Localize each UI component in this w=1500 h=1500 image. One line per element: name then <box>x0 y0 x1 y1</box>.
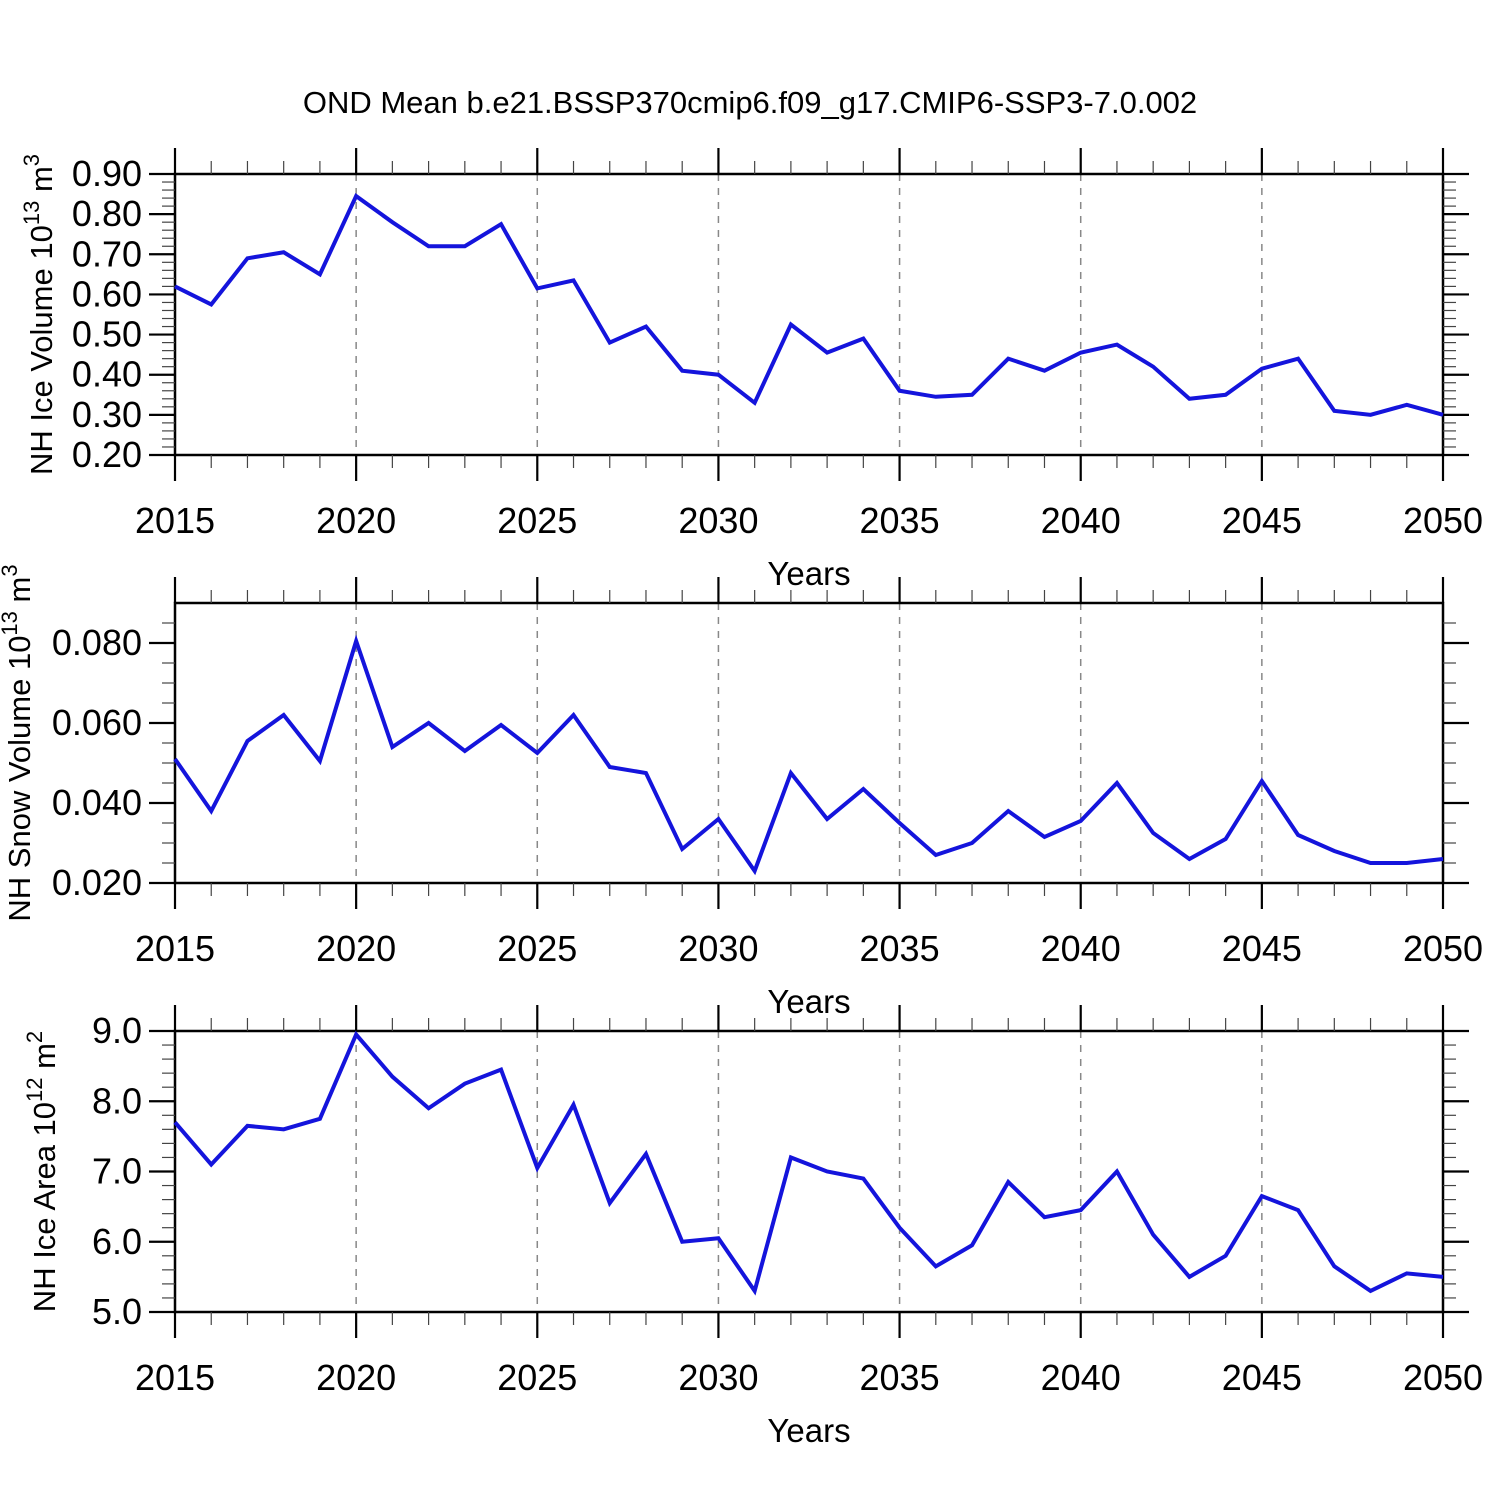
x-tick-label: 2035 <box>860 1357 940 1398</box>
y-axis-title: NH Ice Area 1012 m2 <box>22 1031 62 1312</box>
y-tick-label: 0.40 <box>72 354 142 395</box>
y-tick-label: 0.020 <box>52 862 142 903</box>
x-tick-label: 2045 <box>1222 1357 1302 1398</box>
data-line <box>174 193 1444 417</box>
x-tick-label: 2030 <box>678 1357 758 1398</box>
nh-ice-volume-chart: 0.200.300.400.500.600.700.800.90 2015 2020… <box>19 148 1483 592</box>
x-tick-label: 2030 <box>678 500 758 541</box>
y-tick-label: 8.0 <box>92 1080 142 1121</box>
y-tick-label: 0.60 <box>72 273 142 314</box>
x-axis-title: Years <box>767 1412 850 1449</box>
x-tick-label: 2045 <box>1222 500 1302 541</box>
figure-title: OND Mean b.e21.BSSP370cmip6.f09_g17.CMIP… <box>302 85 1198 120</box>
y-tick-label: 9.0 <box>92 1010 142 1051</box>
plot-frame <box>173 1029 1445 1314</box>
data-line <box>173 1030 1444 1296</box>
plot-frame <box>173 172 1445 457</box>
y-axis-title: NH Ice Volume 1013 m3 <box>19 154 59 475</box>
x-tick-label: 2050 <box>1403 1357 1483 1398</box>
data-line <box>173 634 1444 876</box>
y-tick-label: 0.50 <box>72 314 142 355</box>
x-tick-label: 2035 <box>860 928 940 969</box>
x-tick-label: 2040 <box>1041 1357 1121 1398</box>
y-tick-label: 7.0 <box>92 1151 142 1192</box>
x-tick-label: 2020 <box>316 928 396 969</box>
x-tick-label: 2015 <box>135 928 215 969</box>
x-axis-title: Years <box>767 555 850 592</box>
x-tick-label: 2015 <box>135 1357 215 1398</box>
y-tick-label: 5.0 <box>92 1291 142 1332</box>
y-tick-label: 0.040 <box>52 782 142 823</box>
y-tick-label: 0.060 <box>52 702 142 743</box>
x-tick-label: 2040 <box>1041 928 1121 969</box>
x-tick-label: 2040 <box>1041 500 1121 541</box>
x-tick-label: 2025 <box>497 1357 577 1398</box>
y-tick-label: 0.70 <box>72 233 142 274</box>
x-tick-label: 2050 <box>1403 500 1483 541</box>
x-tick-label: 2015 <box>135 500 215 541</box>
x-tick-label: 2025 <box>497 500 577 541</box>
y-tick-label: 0.80 <box>72 193 142 234</box>
nh-ice-area-chart: 5.0 6.0 7.0 8.0 9.0 2015 2020 2025 2030 2035 2040 2… <box>22 1005 1483 1449</box>
y-tick-label: 0.90 <box>72 153 142 194</box>
y-tick-label: 6.0 <box>92 1221 142 1262</box>
x-tick-label: 2025 <box>497 928 577 969</box>
x-tick-label: 2020 <box>316 1357 396 1398</box>
x-tick-label: 2030 <box>678 928 758 969</box>
y-tick-label: 0.080 <box>52 622 142 663</box>
y-axis-title: NH Snow Volume 1013 m3 <box>0 564 37 921</box>
y-tick-label: 0.20 <box>72 434 142 475</box>
x-tick-label: 2045 <box>1222 928 1302 969</box>
x-tick-label: 2020 <box>316 500 396 541</box>
x-axis-title: Years <box>767 983 850 1020</box>
nh-snow-volume-chart: 0.020 0.040 0.060 0.080 2015 2020 2025 2030 2035… <box>0 564 1483 1020</box>
plot-frame <box>173 601 1445 885</box>
x-tick-label: 2035 <box>860 500 940 541</box>
x-tick-label: 2050 <box>1403 928 1483 969</box>
y-tick-label: 0.30 <box>72 394 142 435</box>
